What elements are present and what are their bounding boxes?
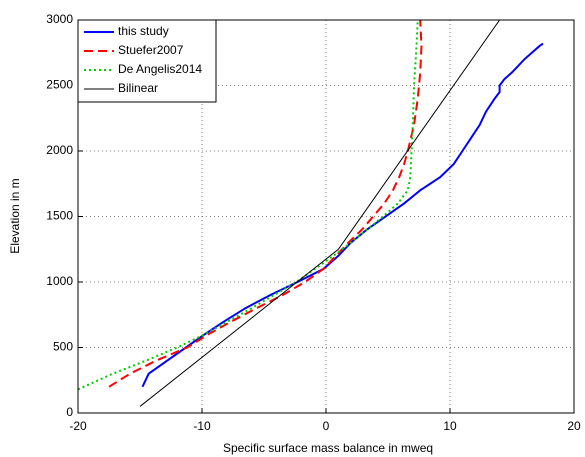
x-tick-label: 10 [443, 419, 457, 433]
plot-frame [77, 19, 575, 414]
series-line [108, 20, 423, 388]
y-tick-label: 0 [66, 405, 73, 419]
y-axis-label: Elevation in m [8, 178, 22, 253]
legend-label: this study [118, 24, 169, 38]
y-tick-label: 1000 [46, 274, 73, 288]
series-line [78, 20, 419, 391]
legend-box [77, 19, 217, 103]
legend-label: De Angelis2014 [118, 62, 202, 76]
x-tick-label: -10 [193, 419, 211, 433]
y-tick-label: 2500 [46, 78, 73, 92]
series-line [141, 42, 544, 388]
x-tick-label: 0 [323, 419, 330, 433]
y-tick-label: 3000 [46, 12, 73, 26]
legend-label: Bilinear [118, 81, 158, 95]
series-line [139, 20, 501, 407]
y-tick-label: 2000 [46, 143, 73, 157]
y-tick-label: 1500 [46, 209, 73, 223]
x-tick-label: 20 [567, 419, 581, 433]
x-axis-label: Specific surface mass balance in mweq [223, 441, 433, 455]
x-tick-label: -20 [69, 419, 87, 433]
legend-label: Stuefer2007 [118, 43, 184, 57]
y-tick-label: 500 [53, 340, 73, 354]
